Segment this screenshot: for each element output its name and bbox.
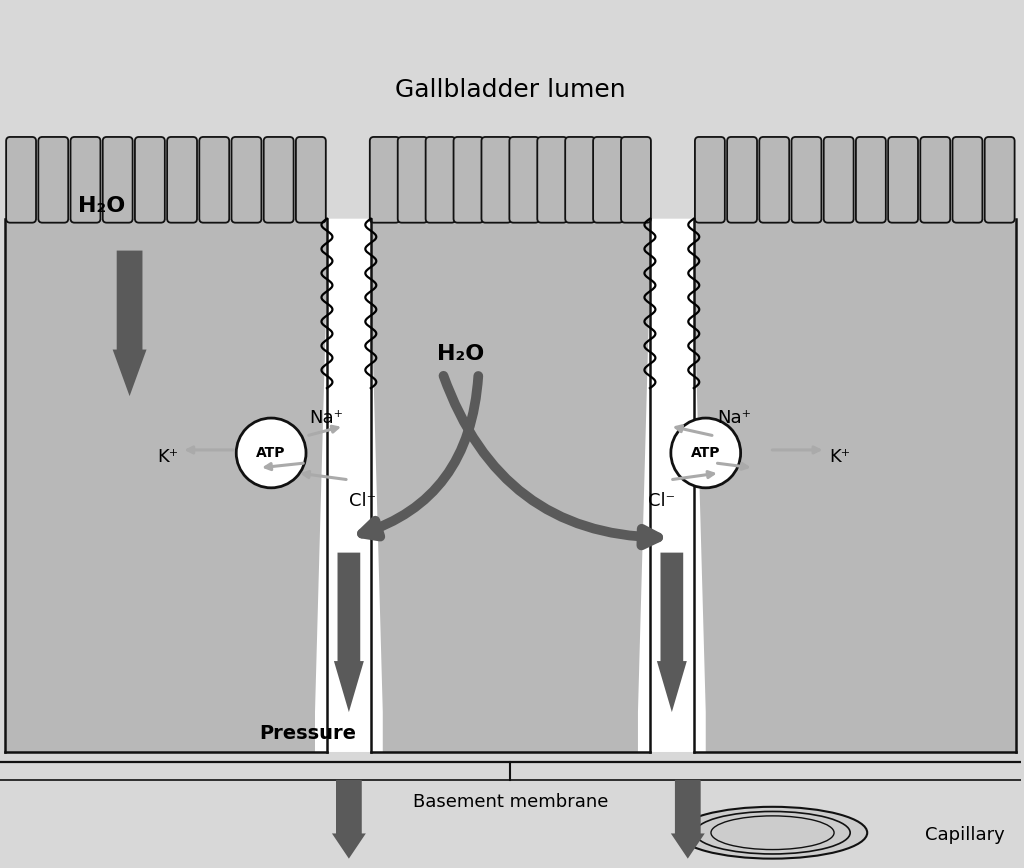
FancyBboxPatch shape [454, 137, 483, 223]
Text: Cl⁻: Cl⁻ [349, 492, 376, 510]
FancyBboxPatch shape [426, 137, 456, 223]
FancyBboxPatch shape [135, 137, 165, 223]
FancyBboxPatch shape [71, 137, 100, 223]
Polygon shape [656, 553, 687, 712]
FancyBboxPatch shape [621, 137, 651, 223]
FancyBboxPatch shape [6, 137, 36, 223]
Circle shape [671, 418, 740, 488]
Text: K⁺: K⁺ [829, 448, 851, 466]
FancyBboxPatch shape [370, 137, 399, 223]
Text: K⁺: K⁺ [158, 448, 178, 466]
FancyBboxPatch shape [565, 137, 595, 223]
FancyBboxPatch shape [264, 137, 294, 223]
FancyBboxPatch shape [695, 137, 725, 223]
FancyArrowPatch shape [443, 376, 658, 545]
FancyBboxPatch shape [200, 137, 229, 223]
FancyBboxPatch shape [102, 137, 133, 223]
Text: ATP: ATP [256, 446, 286, 460]
FancyBboxPatch shape [952, 137, 982, 223]
FancyBboxPatch shape [296, 137, 326, 223]
Ellipse shape [678, 806, 867, 858]
FancyBboxPatch shape [792, 137, 821, 223]
Polygon shape [334, 553, 364, 712]
FancyBboxPatch shape [509, 137, 540, 223]
Text: Basement membrane: Basement membrane [413, 792, 608, 811]
FancyArrowPatch shape [361, 376, 478, 536]
Polygon shape [332, 779, 366, 858]
FancyBboxPatch shape [481, 137, 511, 223]
Text: Cl⁻: Cl⁻ [648, 492, 675, 510]
Circle shape [237, 418, 306, 488]
Polygon shape [315, 219, 383, 752]
Text: H₂O: H₂O [437, 345, 484, 365]
Polygon shape [671, 779, 705, 858]
Text: ATP: ATP [691, 446, 721, 460]
Polygon shape [5, 219, 327, 752]
FancyBboxPatch shape [538, 137, 567, 223]
FancyBboxPatch shape [38, 137, 69, 223]
Text: Gallbladder lumen: Gallbladder lumen [395, 78, 626, 102]
Polygon shape [694, 219, 1016, 752]
FancyBboxPatch shape [888, 137, 918, 223]
Text: Capillary: Capillary [925, 825, 1005, 844]
Text: Pressure: Pressure [259, 724, 356, 743]
FancyBboxPatch shape [231, 137, 261, 223]
Polygon shape [113, 251, 146, 396]
Polygon shape [371, 219, 650, 752]
FancyBboxPatch shape [823, 137, 854, 223]
FancyBboxPatch shape [760, 137, 790, 223]
FancyBboxPatch shape [921, 137, 950, 223]
Polygon shape [638, 219, 706, 752]
FancyBboxPatch shape [727, 137, 757, 223]
FancyBboxPatch shape [593, 137, 623, 223]
FancyBboxPatch shape [856, 137, 886, 223]
FancyBboxPatch shape [167, 137, 197, 223]
FancyBboxPatch shape [397, 137, 428, 223]
FancyBboxPatch shape [985, 137, 1015, 223]
Text: Na⁺: Na⁺ [309, 409, 343, 427]
Text: Na⁺: Na⁺ [718, 409, 752, 427]
Text: H₂O: H₂O [78, 195, 125, 216]
